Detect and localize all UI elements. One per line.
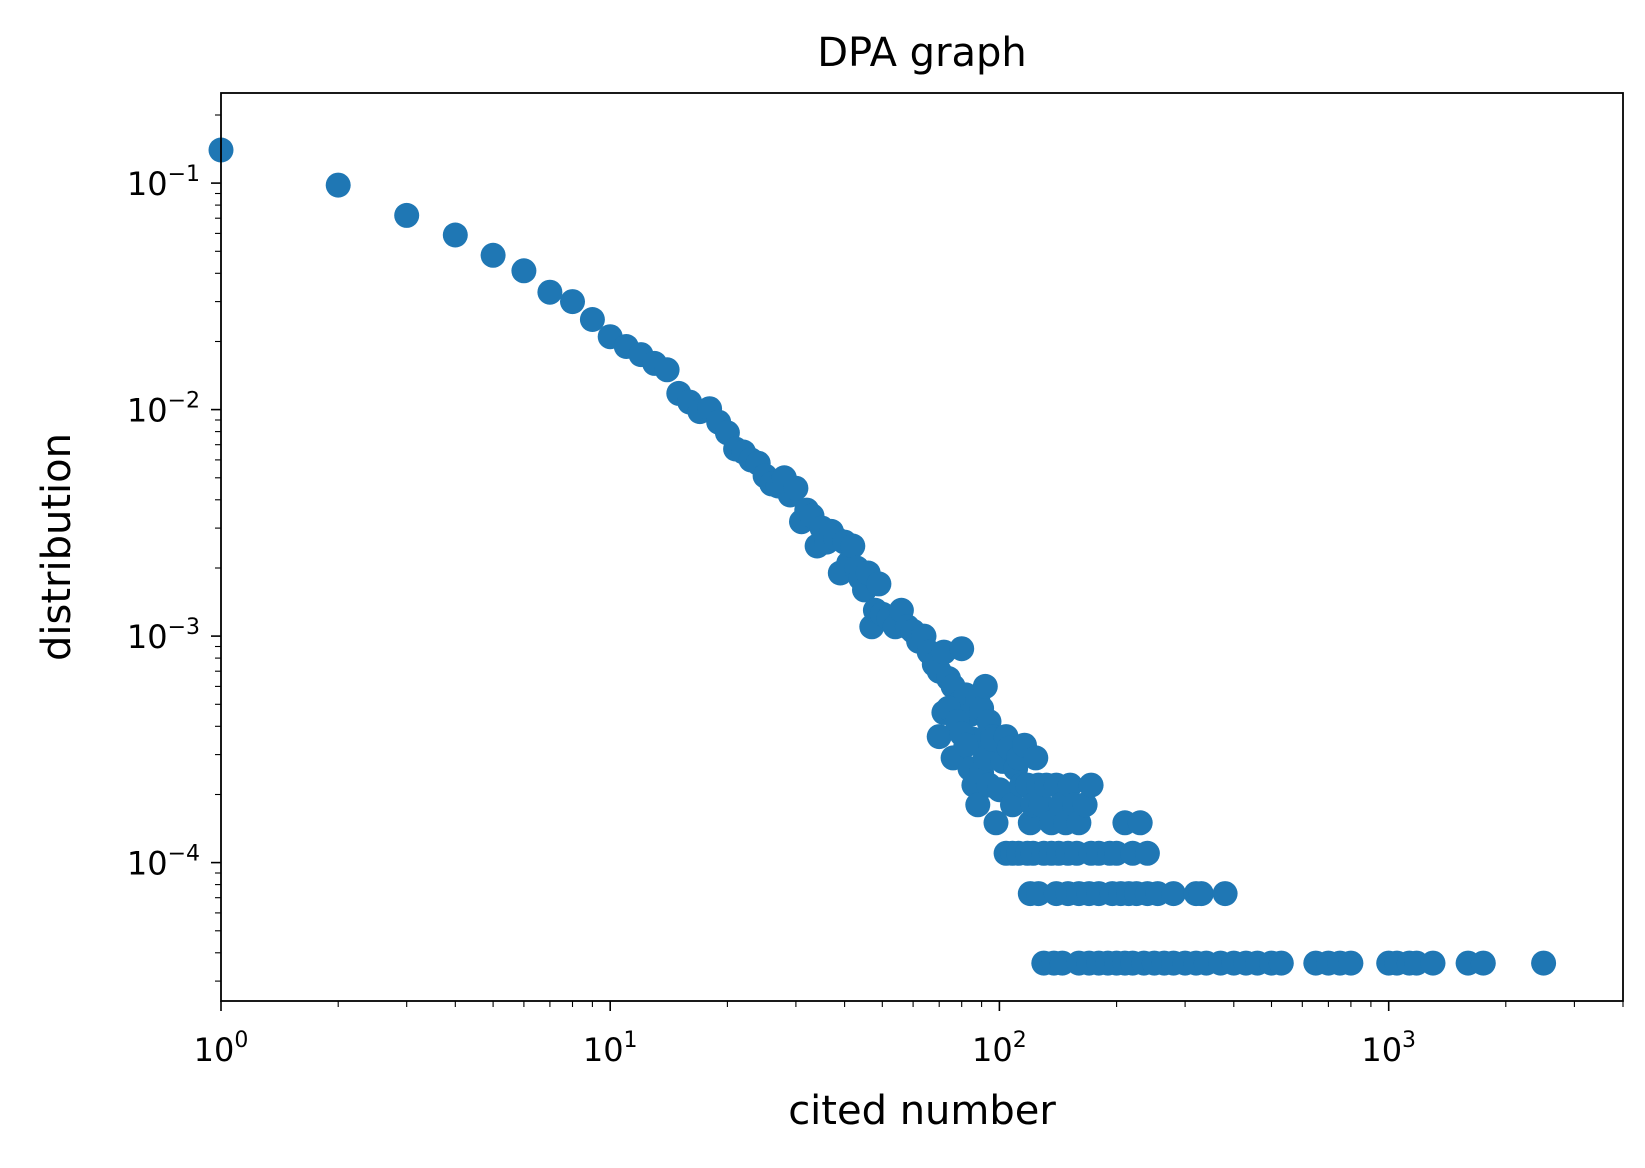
data-point — [1023, 745, 1049, 771]
data-point — [949, 636, 975, 662]
data-points — [208, 137, 1557, 976]
data-point — [579, 307, 605, 332]
data-point — [654, 357, 680, 383]
data-point — [560, 289, 585, 315]
data-point — [1026, 881, 1051, 907]
data-point — [1212, 881, 1238, 907]
data-point — [926, 724, 952, 750]
data-point — [1134, 840, 1160, 866]
data-point — [394, 202, 420, 228]
axes-frame — [220, 92, 1624, 1002]
data-point — [1338, 950, 1364, 976]
x-axis-label: cited number — [788, 1088, 1056, 1134]
data-point — [1531, 950, 1557, 976]
data-point — [1268, 950, 1294, 976]
data-point — [1470, 950, 1496, 976]
y-axis-label: distribution — [34, 433, 80, 661]
data-point — [983, 810, 1009, 836]
y-tick-label: 10−1 — [127, 162, 200, 203]
data-point — [1161, 881, 1186, 907]
data-point — [783, 475, 809, 501]
chart-title: DPA graph — [817, 30, 1027, 76]
data-point — [840, 533, 866, 559]
data-point — [1188, 881, 1214, 907]
data-point — [480, 242, 506, 268]
data-point — [442, 222, 468, 248]
data-point — [1127, 810, 1153, 836]
data-point — [953, 732, 979, 758]
data-point — [1078, 772, 1104, 798]
data-point — [511, 258, 537, 284]
data-point — [972, 673, 998, 699]
data-point — [537, 279, 563, 305]
data-point — [866, 571, 892, 597]
data-point — [325, 172, 351, 198]
data-point — [965, 792, 991, 818]
data-point — [1072, 792, 1098, 818]
data-point — [1420, 950, 1446, 976]
data-point — [1000, 792, 1025, 818]
data-point — [1057, 772, 1083, 798]
